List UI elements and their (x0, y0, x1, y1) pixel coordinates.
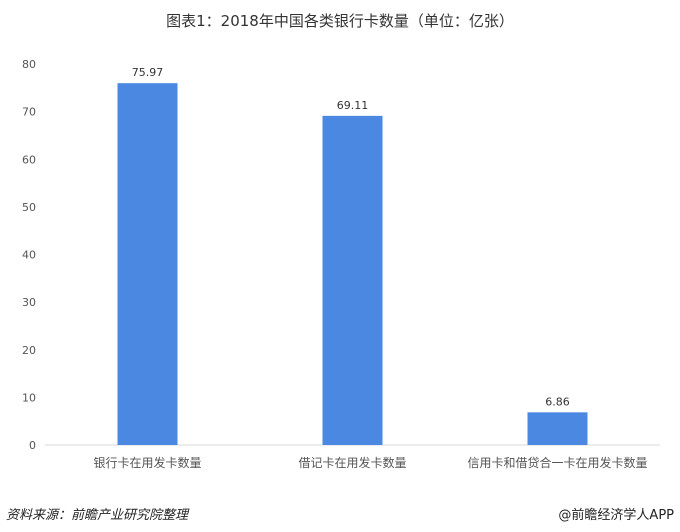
chart-title: 图表1：2018年中国各类银行卡数量（单位：亿张） (166, 12, 514, 30)
source-note: 资料来源：前瞻产业研究院整理 (6, 508, 189, 523)
y-tick-label: 30 (22, 296, 36, 309)
data-label: 69.11 (337, 99, 369, 112)
bar (322, 115, 383, 446)
y-tick-label: 40 (22, 249, 36, 262)
y-tick-label: 10 (22, 391, 36, 404)
y-tick-label: 20 (22, 344, 36, 357)
x-tick-label: 借记卡在用发卡数量 (298, 455, 406, 470)
data-label: 6.86 (545, 395, 570, 408)
x-tick-label: 银行卡在用发卡数量 (93, 455, 201, 470)
x-tick-label: 信用卡和借贷合一卡在用发卡数量 (467, 455, 647, 470)
bar (527, 412, 588, 445)
data-label: 75.97 (132, 66, 164, 79)
y-tick-label: 70 (22, 106, 36, 119)
y-tick-label: 0 (29, 439, 36, 452)
credit-note: @前瞻经济学人APP (558, 508, 674, 523)
y-tick-label: 80 (22, 58, 36, 71)
y-tick-label: 60 (22, 153, 36, 166)
y-tick-label: 50 (22, 201, 36, 214)
bar (117, 83, 178, 446)
